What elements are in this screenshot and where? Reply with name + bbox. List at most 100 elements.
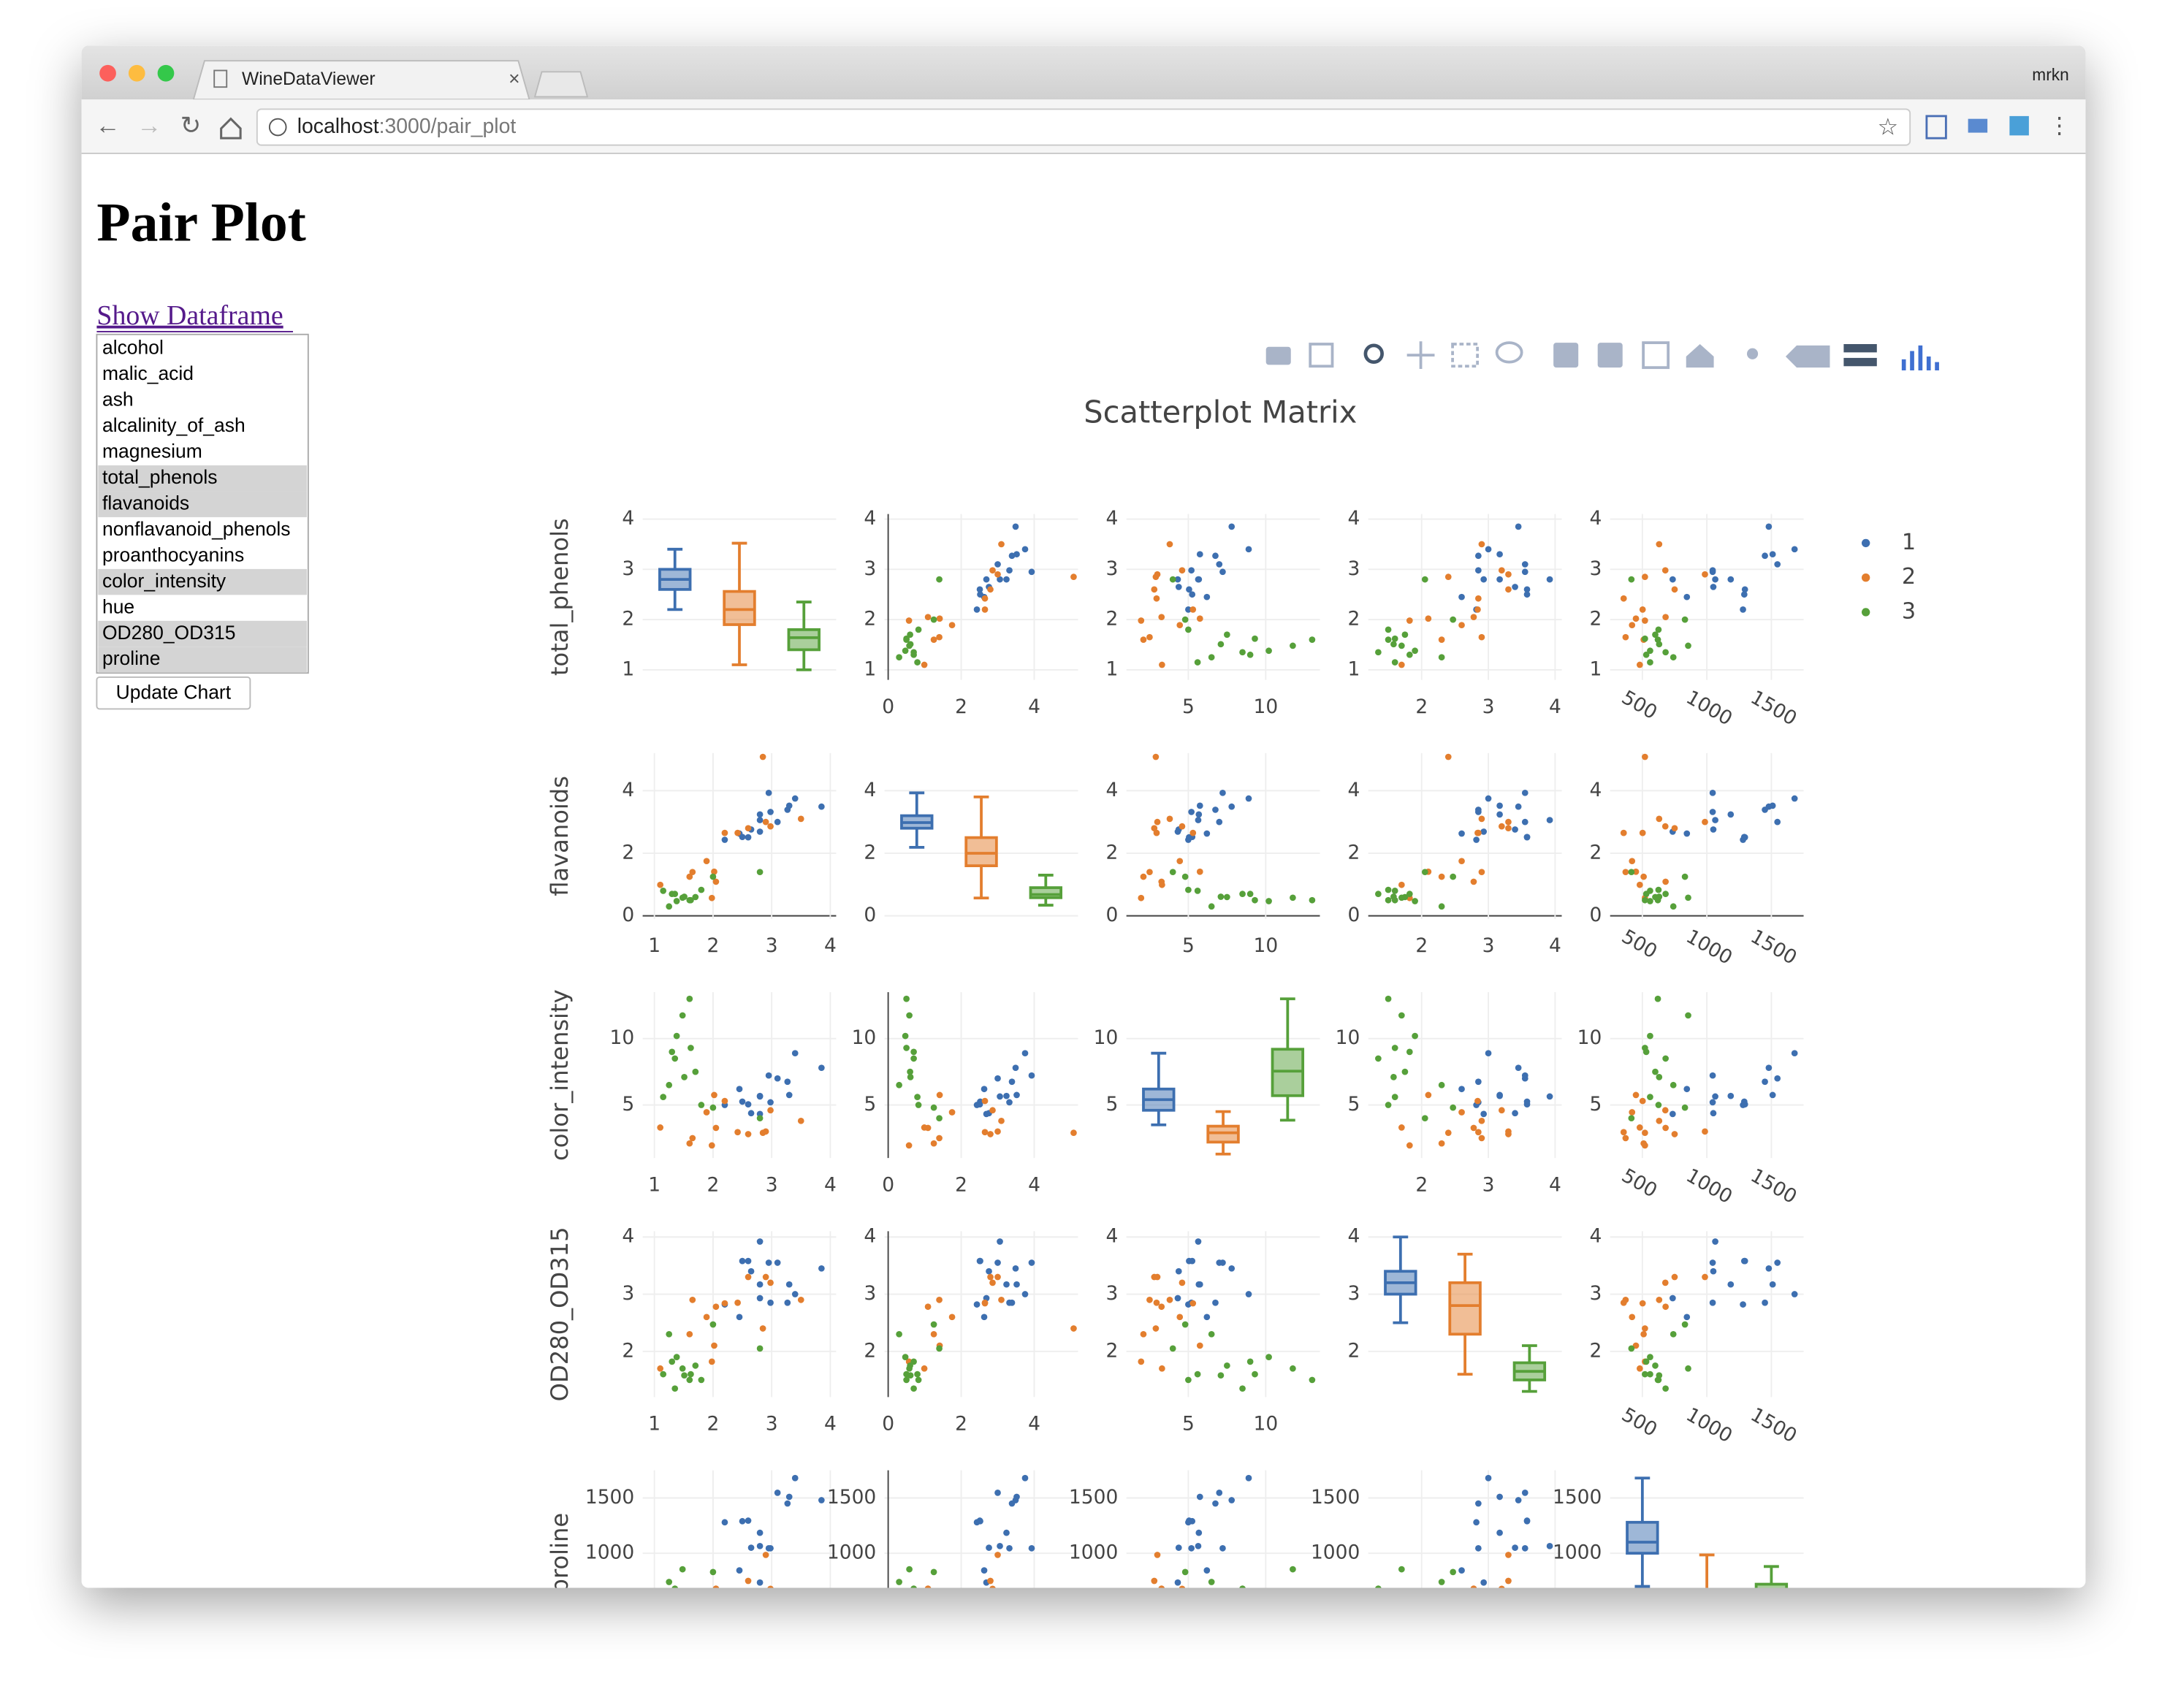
legend-label[interactable]: 2 [1902, 564, 1916, 590]
extension-icon[interactable] [1968, 118, 1988, 133]
point [981, 595, 989, 602]
extension-icon[interactable] [1925, 115, 1947, 140]
plotly-logo[interactable] [1901, 345, 1939, 370]
option[interactable]: nonflavanoid_phenols [102, 518, 291, 540]
extension-icon[interactable] [2009, 115, 2029, 136]
point [1647, 1370, 1653, 1378]
point [1008, 1078, 1016, 1086]
new-tab[interactable] [533, 71, 589, 98]
forward-button[interactable]: → [137, 112, 161, 140]
point [1003, 1529, 1010, 1536]
point [1028, 568, 1035, 576]
point [756, 1092, 764, 1099]
option[interactable]: proline [102, 647, 160, 669]
legend-marker[interactable] [1861, 608, 1870, 617]
point [679, 1012, 686, 1019]
camera-icon[interactable] [1265, 346, 1291, 365]
point [1208, 1330, 1215, 1338]
point [1398, 642, 1405, 649]
option[interactable]: alcohol [102, 337, 164, 359]
hover-compare-icon[interactable] [1843, 344, 1877, 353]
point [1654, 636, 1661, 643]
point [1791, 1291, 1798, 1297]
point [1385, 1592, 1392, 1598]
point [739, 1517, 746, 1525]
y-tick-label: 4 [1590, 507, 1602, 530]
home-button[interactable] [220, 117, 242, 140]
autoscale-icon[interactable] [1642, 341, 1670, 370]
point [915, 626, 922, 633]
zoom-icon[interactable] [1363, 343, 1384, 364]
spike-icon[interactable] [1746, 348, 1759, 359]
point [1438, 1081, 1445, 1089]
lasso-icon[interactable] [1495, 341, 1523, 364]
option[interactable]: OD280_OD315 [102, 622, 235, 644]
zoom-out-icon[interactable] [1597, 343, 1623, 368]
option[interactable]: alcalinity_of_ash [102, 414, 245, 436]
save-icon[interactable] [1309, 343, 1334, 368]
y-tick-label: 3 [1347, 1282, 1360, 1305]
menu-button[interactable]: ⋮ [2048, 114, 2070, 138]
point [1195, 817, 1202, 823]
point [736, 1314, 743, 1321]
back-button[interactable]: ← [96, 112, 121, 140]
select-icon[interactable] [1451, 343, 1480, 368]
point [1224, 1362, 1230, 1369]
point [1398, 1566, 1405, 1573]
point [1212, 807, 1219, 813]
legend-label[interactable]: 3 [1902, 598, 1916, 624]
point [1709, 1099, 1716, 1106]
point [1188, 809, 1195, 815]
point [989, 1107, 996, 1114]
point [1138, 1603, 1144, 1609]
hover-closest-icon[interactable] [1785, 345, 1830, 368]
point [1661, 1279, 1669, 1286]
point [924, 1585, 932, 1588]
legend-marker[interactable] [1861, 573, 1870, 582]
point [1702, 1128, 1708, 1135]
point [1647, 1032, 1653, 1040]
tab-close[interactable]: × [509, 68, 519, 90]
point [1246, 1358, 1254, 1365]
legend-marker[interactable] [1861, 538, 1870, 548]
bookmark-star[interactable]: ☆ [1878, 113, 1899, 140]
point [1245, 546, 1252, 553]
option[interactable]: total_phenols [102, 466, 217, 488]
reload-button[interactable]: ↻ [180, 112, 202, 140]
point [1496, 576, 1503, 583]
y-tick-label: 2 [1105, 608, 1118, 630]
point [1505, 1577, 1512, 1585]
option[interactable]: flavanoids [102, 492, 189, 514]
zoom-button[interactable] [157, 64, 175, 82]
address-bar[interactable] [256, 108, 1911, 146]
point [1632, 1342, 1640, 1349]
point [910, 1385, 917, 1392]
show-dataframe-link[interactable]: Show Dataframe [96, 300, 283, 331]
option[interactable]: hue [102, 595, 134, 617]
point [1398, 661, 1405, 668]
option[interactable]: ash [102, 389, 134, 411]
reset-icon[interactable] [1686, 344, 1714, 368]
option[interactable]: color_intensity [102, 570, 226, 592]
legend-label[interactable]: 1 [1902, 530, 1916, 555]
point [1216, 1490, 1223, 1496]
point [1521, 561, 1528, 568]
zoom-in-icon[interactable] [1553, 343, 1579, 368]
close-button[interactable] [99, 64, 116, 82]
point [747, 1267, 755, 1275]
url-host: localhost [297, 115, 379, 138]
point [1218, 1591, 1225, 1598]
option[interactable]: malic_acid [102, 362, 194, 384]
update-chart-button[interactable] [96, 676, 251, 710]
option[interactable]: proanthocyanins [102, 544, 244, 565]
minimize-button[interactable] [128, 64, 145, 82]
pan-icon[interactable] [1406, 341, 1435, 370]
point [1151, 1577, 1158, 1585]
point [906, 1365, 913, 1372]
point [1245, 795, 1252, 802]
point [785, 1091, 793, 1099]
point [905, 1142, 913, 1149]
point [1681, 1321, 1689, 1328]
option[interactable]: magnesium [102, 440, 202, 462]
point [1439, 1604, 1445, 1611]
